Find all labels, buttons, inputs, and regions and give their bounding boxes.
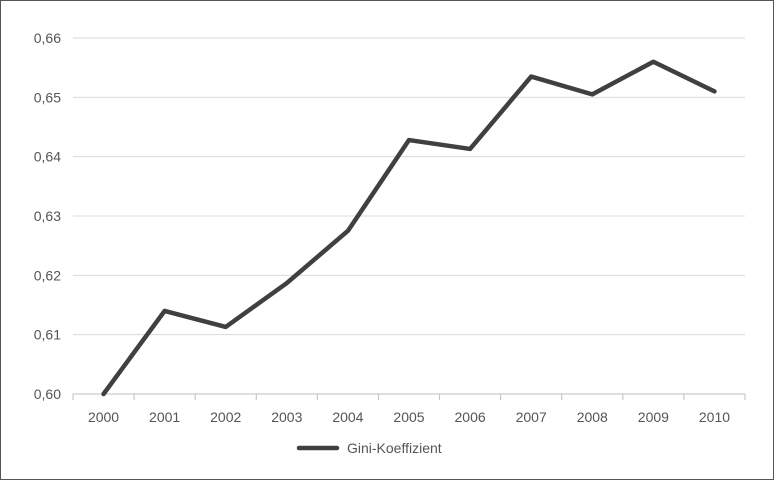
legend-label: Gini-Koeffizient <box>347 440 442 456</box>
legend: Gini-Koeffizient <box>299 440 442 456</box>
x-tick-label: 2006 <box>455 409 486 425</box>
y-tick-label: 0,65 <box>34 89 61 105</box>
x-axis: 2000 2001 2002 2003 2004 2005 2006 2007 2008 2009… <box>73 394 745 425</box>
x-tick-label: 2007 <box>516 409 547 425</box>
x-tick-label: 2001 <box>149 409 180 425</box>
x-tick-label: 2008 <box>577 409 608 425</box>
x-tick-label: 2002 <box>210 409 241 425</box>
y-axis: 0,60 0,61 0,62 0,63 0,64 0,65 0,66 <box>34 30 61 402</box>
series-group <box>103 62 714 394</box>
grid-lines <box>73 38 745 335</box>
x-tick-label: 2005 <box>393 409 424 425</box>
y-tick-label: 0,64 <box>34 149 61 165</box>
y-tick-label: 0,66 <box>34 30 61 46</box>
x-tick-label: 2000 <box>88 409 119 425</box>
y-tick-label: 0,63 <box>34 208 61 224</box>
x-tick-label: 2009 <box>638 409 669 425</box>
series-line <box>104 62 715 394</box>
x-tick-label: 2004 <box>332 409 363 425</box>
x-tick-label: 2010 <box>699 409 730 425</box>
x-tick-label: 2003 <box>271 409 302 425</box>
y-tick-label: 0,62 <box>34 267 61 283</box>
y-tick-label: 0,61 <box>34 327 61 343</box>
y-tick-label: 0,60 <box>34 386 61 402</box>
